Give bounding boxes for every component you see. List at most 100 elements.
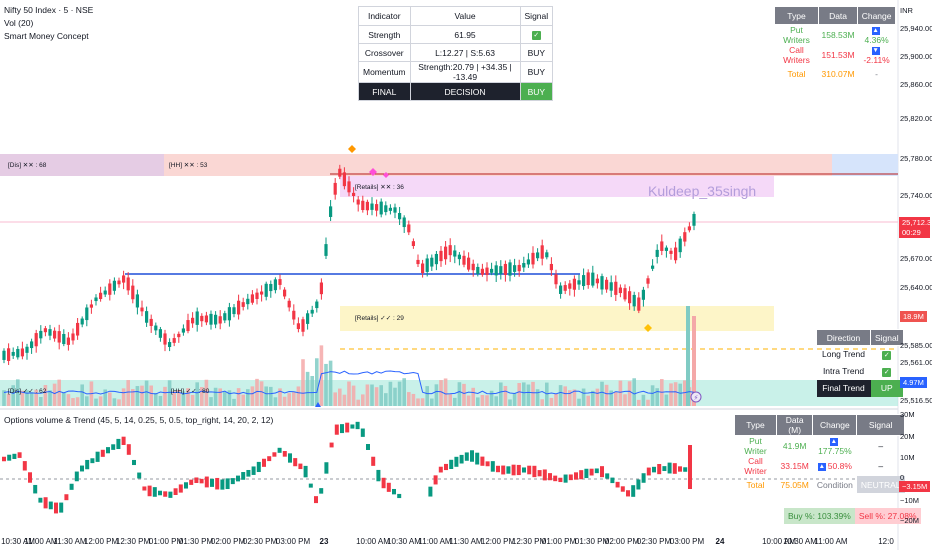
indicator-bar [246, 469, 251, 477]
volume-bar [144, 380, 149, 406]
volume-bar [370, 384, 374, 406]
flash-event-icon[interactable] [690, 391, 702, 403]
indicator-bar [516, 464, 521, 476]
candle-body [448, 245, 452, 256]
candle-body [89, 304, 93, 308]
indicator-bar [360, 428, 365, 437]
diamond-marker-orange [348, 145, 356, 153]
volume-bar [558, 385, 563, 406]
volume-bar [384, 393, 388, 406]
volume-ma-tag: 4.97M [900, 377, 927, 388]
indicator-bar [121, 436, 126, 445]
indicator-bar [340, 424, 344, 434]
zone-label-hh-bottom: [HH] ✓✓ : 80 [171, 388, 210, 395]
vol-header-type: Type [734, 414, 777, 436]
arrow-up-icon: ▲ [829, 438, 838, 446]
indicator-bar [298, 463, 303, 470]
candle-body [434, 253, 438, 265]
candle-body [16, 348, 20, 358]
indicator-bar [345, 422, 350, 433]
volume-bar [94, 398, 98, 406]
candle-body [384, 205, 388, 213]
indicator-bar [490, 461, 495, 472]
symbol-title[interactable]: Nifty 50 Index · 5 · NSE [4, 5, 94, 15]
volume-bar [25, 390, 29, 406]
candle-body [476, 266, 480, 274]
vol-header-signal: Signal [856, 414, 906, 436]
candle-body [462, 255, 466, 265]
dir-header-direction: Direction [816, 329, 871, 346]
candle-body [356, 199, 360, 205]
volume-bar [347, 381, 351, 406]
price-tick: 25,740.00 [900, 191, 932, 200]
candle-body [163, 333, 167, 345]
volume-bar [554, 393, 558, 406]
final-signal: BUY [519, 82, 554, 101]
indicator-bar [641, 473, 646, 483]
indicator-bar [142, 486, 147, 491]
vol-data: 33.15M [780, 461, 809, 471]
indicator-bar [90, 458, 95, 464]
indicator-pane-title[interactable]: Options volume & Trend (45, 5, 14, 0.25,… [4, 415, 274, 425]
indicator-bar [485, 461, 490, 467]
price-tick: 25,561.00 [900, 358, 932, 367]
volume-bar [324, 363, 328, 406]
indicator-bar [69, 483, 74, 490]
dir-name: Long Trend [821, 349, 865, 360]
candle-body [531, 252, 535, 265]
sell-percent: Sell %: 27.08% [854, 508, 921, 524]
indicator-bar [2, 456, 6, 462]
currency-label[interactable]: INR [900, 6, 913, 15]
candle-body [103, 290, 107, 295]
indicator-bar [17, 452, 22, 458]
ind-final-row: FINAL DECISION BUY [358, 82, 554, 101]
time-tick: 03:00 PM [669, 537, 705, 546]
volume-legend[interactable]: Vol (20) [4, 18, 34, 28]
volume-bar [333, 392, 337, 406]
volume-ma-line [3, 370, 695, 395]
volume-bar [572, 389, 577, 406]
candle-body [485, 267, 489, 276]
volume-bar [664, 394, 669, 406]
time-tick: 10:30 AM [387, 537, 421, 546]
direction-table: Direction Signal Long Trend ✓ Intra Tren… [816, 329, 904, 397]
ind-tick: 0 [900, 473, 905, 482]
volume-bar [296, 386, 301, 406]
candle-body [655, 249, 659, 257]
indicator-bar [449, 459, 454, 470]
candle-body [264, 283, 268, 297]
volume-bar [48, 390, 52, 406]
candle-body [158, 329, 162, 338]
arrow-down-icon: ▼ [871, 47, 880, 55]
indicator-bar [584, 468, 589, 479]
candle-body [218, 316, 222, 324]
volume-bar [117, 399, 121, 406]
volume-bar [310, 375, 314, 406]
flash-icon-glyph: ⚡ [694, 394, 699, 402]
volume-bar [75, 397, 80, 406]
vol-type: Put Writer [744, 436, 767, 456]
indicator-bar [594, 468, 599, 474]
vol-header-data: Data (M) [775, 414, 814, 436]
candle-body [333, 182, 337, 195]
volume-bar [425, 386, 429, 406]
candle-body [338, 168, 342, 177]
candle-body [494, 265, 498, 276]
volume-bar [535, 389, 540, 406]
candle-body [365, 201, 369, 211]
candle-body [149, 318, 153, 326]
ind-signal: BUY [519, 43, 554, 62]
volume-bar [407, 392, 411, 406]
candle-body [76, 322, 80, 336]
smc-legend[interactable]: Smart Money Concept [4, 31, 89, 41]
volume-bar [6, 393, 11, 406]
oi-type: Total [787, 68, 806, 79]
time-tick: 10:30 AM [1, 537, 35, 546]
volume-bar [209, 397, 213, 406]
volume-bar [223, 391, 227, 406]
current-price-tag: 25,712.30 [899, 217, 932, 228]
candle-body [605, 279, 609, 290]
volume-bar [301, 359, 305, 406]
indicator-bar [48, 501, 53, 510]
